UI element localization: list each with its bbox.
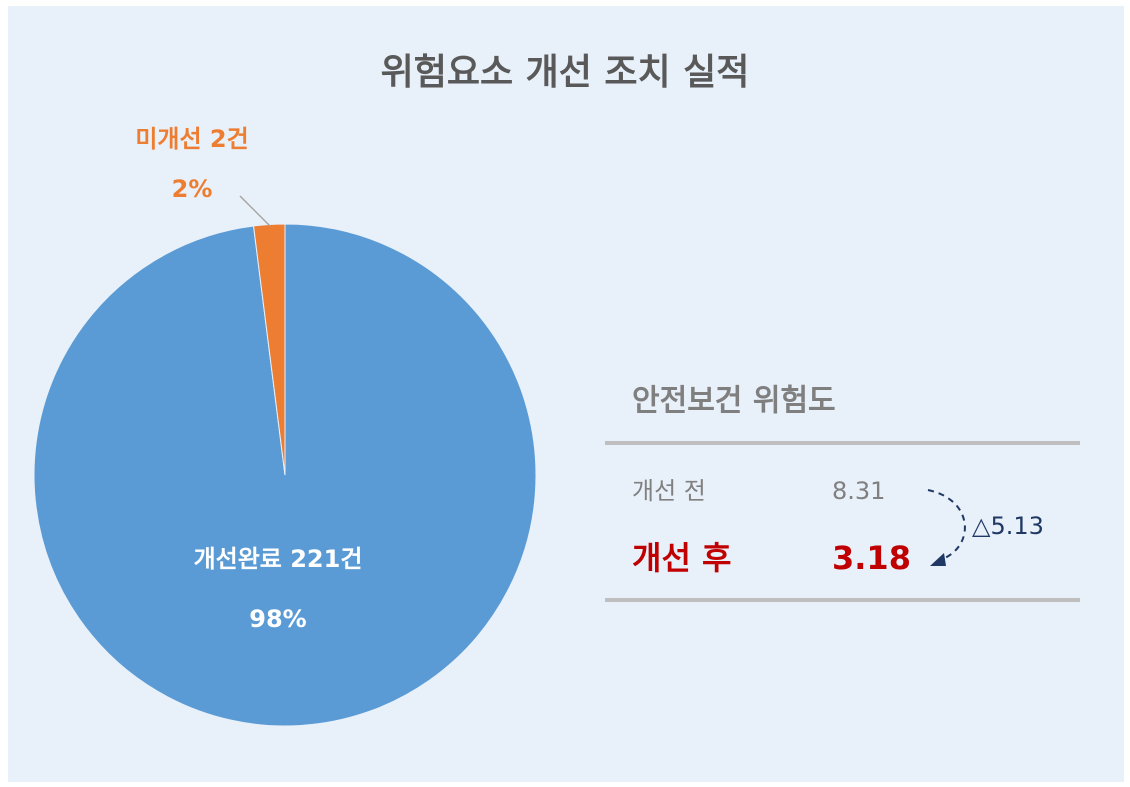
slice-value-label: 2% bbox=[172, 175, 213, 203]
change-arrow bbox=[927, 489, 966, 561]
row-label: 개선 후 bbox=[632, 539, 731, 577]
row-value: 3.18 bbox=[832, 539, 911, 577]
panel-title: 안전보건 위험도 bbox=[632, 384, 836, 419]
chart-title: 위험요소 개선 조치 실적 bbox=[381, 52, 750, 93]
row-label: 개선 전 bbox=[632, 477, 706, 505]
slice-label: 미개선 2건 bbox=[135, 125, 248, 153]
pie bbox=[33, 223, 537, 727]
arrow-head bbox=[930, 553, 946, 566]
slice-value-label: 98% bbox=[249, 605, 306, 633]
leader-line bbox=[239, 195, 271, 227]
row-value: 8.31 bbox=[832, 477, 885, 505]
slice-label: 개선완료 221건 bbox=[194, 545, 363, 573]
change-label: △5.13 bbox=[972, 512, 1044, 540]
